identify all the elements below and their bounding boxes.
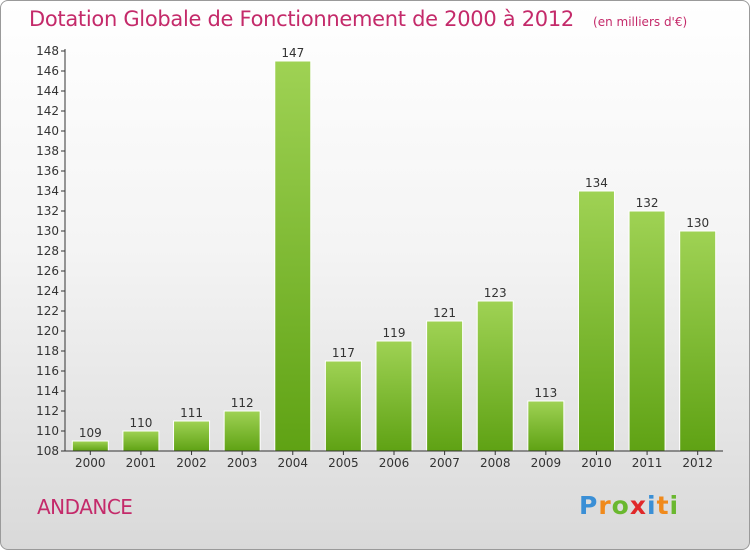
data-label-2012: 130 [686,216,709,230]
data-label-2009: 113 [534,386,557,400]
y-tick-label: 144 [36,84,59,98]
data-label-2002: 111 [180,406,203,420]
commune-name: ANDANCE [37,495,133,519]
x-tick-label-2003: 2003 [227,456,258,470]
y-tick-label: 142 [36,104,59,118]
x-tick-label-2000: 2000 [75,456,106,470]
proxiti-logo: Proxiti [579,491,679,520]
logo-letter: i [647,491,657,520]
y-tick-label: 124 [36,284,59,298]
x-tick-label-2006: 2006 [379,456,410,470]
data-label-2008: 123 [484,286,507,300]
bar-2008 [476,300,514,452]
bar-2002 [173,420,211,452]
y-tick-label: 126 [36,264,59,278]
bar-2012 [679,230,717,452]
data-label-2004: 147 [281,46,304,60]
y-tick-label: 122 [36,304,59,318]
logo-letter: P [579,491,599,520]
y-tick-label: 132 [36,204,59,218]
chart-title: Dotation Globale de Fonctionnement de 20… [29,7,574,31]
bar-2011 [628,210,666,452]
y-tick-label: 134 [36,184,59,198]
x-tick-label-2010: 2010 [581,456,612,470]
y-tick-label: 114 [36,384,59,398]
y-tick-label: 148 [36,44,59,58]
x-tick-label-2002: 2002 [176,456,207,470]
bar-2006 [375,340,413,452]
x-tick-label-2004: 2004 [277,456,308,470]
y-tick-label: 136 [36,164,59,178]
title-row: Dotation Globale de Fonctionnement de 20… [29,7,687,31]
logo-letter: o [611,491,630,520]
logo-letter: r [598,491,612,520]
bar-2001 [122,430,160,452]
y-tick-label: 146 [36,64,59,78]
y-tick-label: 118 [36,344,59,358]
bar-2003 [223,410,261,452]
bar-2000 [71,440,109,452]
bar-2007 [426,320,464,452]
data-label-2006: 119 [383,326,406,340]
x-tick-label-2009: 2009 [531,456,562,470]
y-tick-label: 112 [36,404,59,418]
logo-letter: t [656,491,670,520]
bar-2005 [324,360,362,452]
y-tick-label: 110 [36,424,59,438]
x-tick-label-2005: 2005 [328,456,359,470]
y-tick-label: 120 [36,324,59,338]
logo-letter: x [629,491,647,520]
data-label-2003: 112 [231,396,254,410]
y-tick-label: 138 [36,144,59,158]
x-tick-label-2012: 2012 [682,456,713,470]
x-tick-label-2011: 2011 [632,456,663,470]
y-tick-label: 130 [36,224,59,238]
x-tick-label-2001: 2001 [126,456,157,470]
data-label-2011: 132 [636,196,659,210]
x-tick-label-2008: 2008 [480,456,511,470]
bar-2004 [274,60,312,452]
y-tick-label: 140 [36,124,59,138]
bar-2009 [527,400,565,452]
x-tick-label-2007: 2007 [429,456,460,470]
data-label-2010: 134 [585,176,608,190]
y-tick-label: 128 [36,244,59,258]
data-label-2001: 110 [129,416,152,430]
data-label-2007: 121 [433,306,456,320]
y-tick-label: 108 [36,444,59,458]
chart-unit: (en milliers d'€) [593,15,688,29]
y-tick-label: 116 [36,364,59,378]
data-label-2005: 117 [332,346,355,360]
data-label-2000: 109 [79,426,102,440]
logo-letter: i [669,491,680,520]
bar-2010 [577,190,615,452]
